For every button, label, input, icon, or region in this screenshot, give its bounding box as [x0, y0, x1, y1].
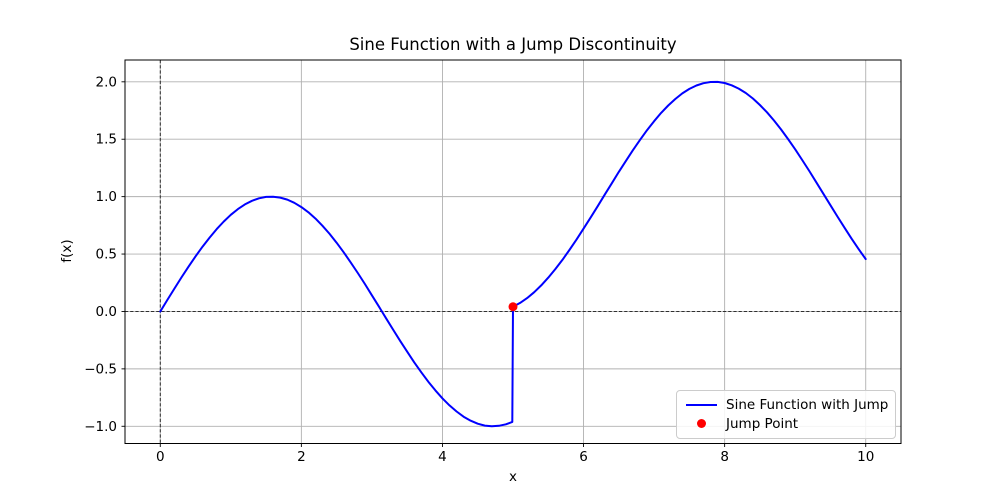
y-tick-label: 1.0: [96, 189, 117, 205]
legend-swatch-area: [686, 404, 717, 407]
sine-curve: [159, 80, 867, 428]
x-tick-label: 4: [438, 449, 447, 465]
jump-point-marker: [508, 302, 518, 312]
y-axis-label: f(x): [59, 239, 75, 263]
legend-entry-jump-point: Jump Point: [686, 415, 886, 434]
y-tick-label: −0.5: [84, 361, 117, 377]
x-tick-label: 6: [579, 449, 588, 465]
y-tick-label: 1.5: [96, 132, 117, 148]
y-tick-label: 0.0: [96, 304, 117, 320]
legend-swatch-area: [686, 419, 717, 429]
x-tick-label: 8: [720, 449, 729, 465]
y-tick-label: −1.0: [84, 419, 117, 435]
legend-entry-sine-function: Sine Function with Jump: [686, 396, 889, 415]
x-tick-label: 2: [297, 449, 306, 465]
legend-label-sine-function: Sine Function with Jump: [726, 397, 889, 414]
legend: Sine Function with Jump Jump Point: [676, 390, 896, 439]
x-tick-label: 10: [857, 449, 874, 465]
y-tick-label: 0.5: [96, 247, 117, 263]
legend-dot-swatch: [697, 419, 706, 429]
chart-title: Sine Function with a Jump Discontinuity: [349, 35, 677, 54]
x-axis-label: x: [509, 469, 517, 485]
legend-line-swatch: [686, 404, 717, 407]
x-tick-label: 0: [156, 449, 165, 465]
y-tick-label: 2.0: [96, 74, 117, 90]
axes-frame: [124, 59, 902, 444]
legend-label-jump-point: Jump Point: [726, 415, 799, 432]
